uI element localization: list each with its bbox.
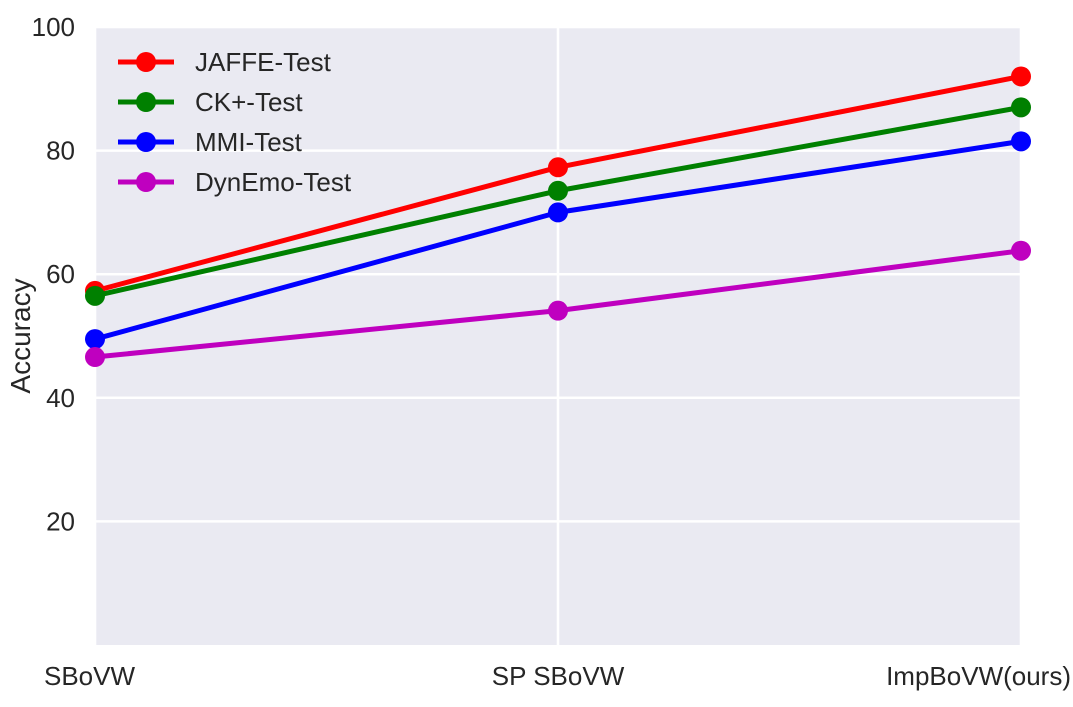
x-tick-label: SBoVW [44, 661, 135, 691]
data-point [1011, 97, 1031, 118]
data-point [548, 202, 568, 223]
legend-item: DynEmo-Test [118, 167, 352, 197]
legend-item: CK+-Test [118, 87, 303, 117]
y-tick-label: 40 [46, 383, 75, 413]
legend-item: JAFFE-Test [118, 47, 332, 77]
legend: JAFFE-Test CK+-Test MMI-Test DynEmo-Test [118, 47, 352, 197]
series-lines [85, 66, 1031, 368]
data-point [85, 329, 105, 350]
legend-label: DynEmo-Test [195, 167, 352, 197]
series-ck-test [85, 97, 1031, 306]
data-point [548, 157, 568, 178]
y-tick-label: 60 [46, 259, 75, 289]
legend-marker [136, 52, 156, 72]
legend-item: MMI-Test [118, 127, 303, 157]
data-point [1011, 66, 1031, 87]
y-axis-label: Accuracy [5, 278, 36, 393]
data-point [85, 347, 105, 368]
y-tick-label: 100 [32, 12, 75, 42]
legend-marker [136, 92, 156, 112]
x-tick-label: ImpBoVW(ours) [886, 661, 1071, 691]
data-point [1011, 131, 1031, 152]
series-dynemo-test [85, 240, 1031, 368]
series-mmi-test [85, 131, 1031, 350]
data-point [85, 285, 105, 306]
legend-label: MMI-Test [195, 127, 303, 157]
tick-labels: 20 40 60 80 100 SBoVW SP SBoVW ImpBoVW(ours) [32, 12, 1071, 691]
y-tick-label: 20 [46, 506, 75, 536]
legend-marker [136, 132, 156, 152]
y-tick-label: 80 [46, 136, 75, 166]
legend-label: CK+-Test [195, 87, 303, 117]
legend-label: JAFFE-Test [195, 47, 332, 77]
data-point [548, 300, 568, 321]
legend-marker [136, 172, 156, 192]
x-tick-label: SP SBoVW [492, 661, 625, 691]
data-point [548, 180, 568, 201]
data-point [1011, 240, 1031, 261]
